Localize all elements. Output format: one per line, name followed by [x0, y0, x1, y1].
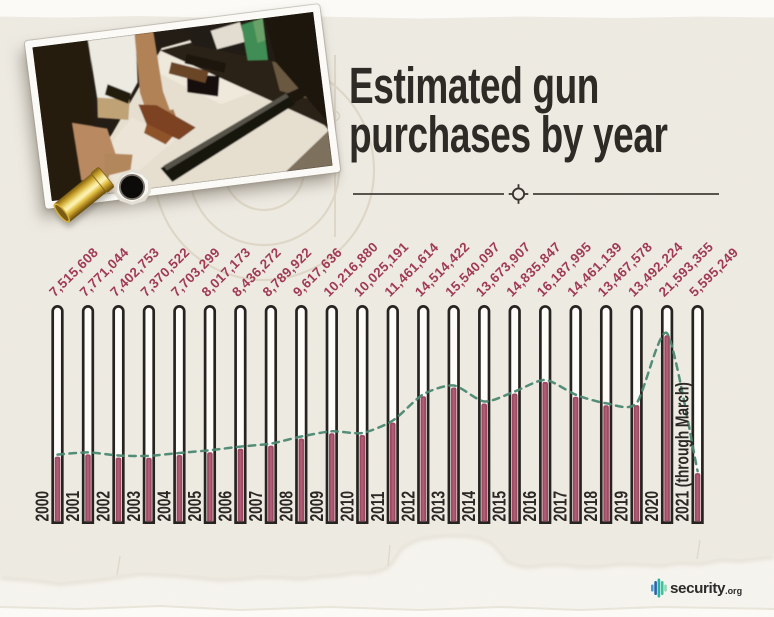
svg-text:2004: 2004	[155, 490, 175, 521]
svg-text:2018: 2018	[581, 491, 601, 522]
svg-text:2016: 2016	[520, 491, 540, 522]
svg-text:2017: 2017	[551, 491, 571, 522]
svg-text:2021 (through March): 2021 (through March)	[673, 382, 693, 521]
svg-text:2014: 2014	[459, 490, 479, 521]
svg-text:2002: 2002	[94, 491, 114, 522]
svg-text:2013: 2013	[429, 491, 449, 522]
svg-text:2005: 2005	[185, 491, 205, 522]
svg-text:2011: 2011	[368, 492, 388, 522]
svg-text:2009: 2009	[307, 491, 327, 522]
svg-text:2010: 2010	[337, 491, 357, 522]
svg-text:2006: 2006	[216, 491, 236, 522]
svg-text:2019: 2019	[612, 491, 632, 522]
svg-text:2003: 2003	[124, 491, 144, 522]
svg-text:2008: 2008	[276, 491, 296, 522]
svg-text:2015: 2015	[490, 491, 510, 522]
svg-text:2012: 2012	[398, 491, 418, 522]
svg-text:2020: 2020	[642, 491, 662, 522]
svg-text:2001: 2001	[63, 491, 83, 522]
svg-text:2007: 2007	[246, 491, 266, 522]
svg-text:2000: 2000	[33, 491, 53, 522]
